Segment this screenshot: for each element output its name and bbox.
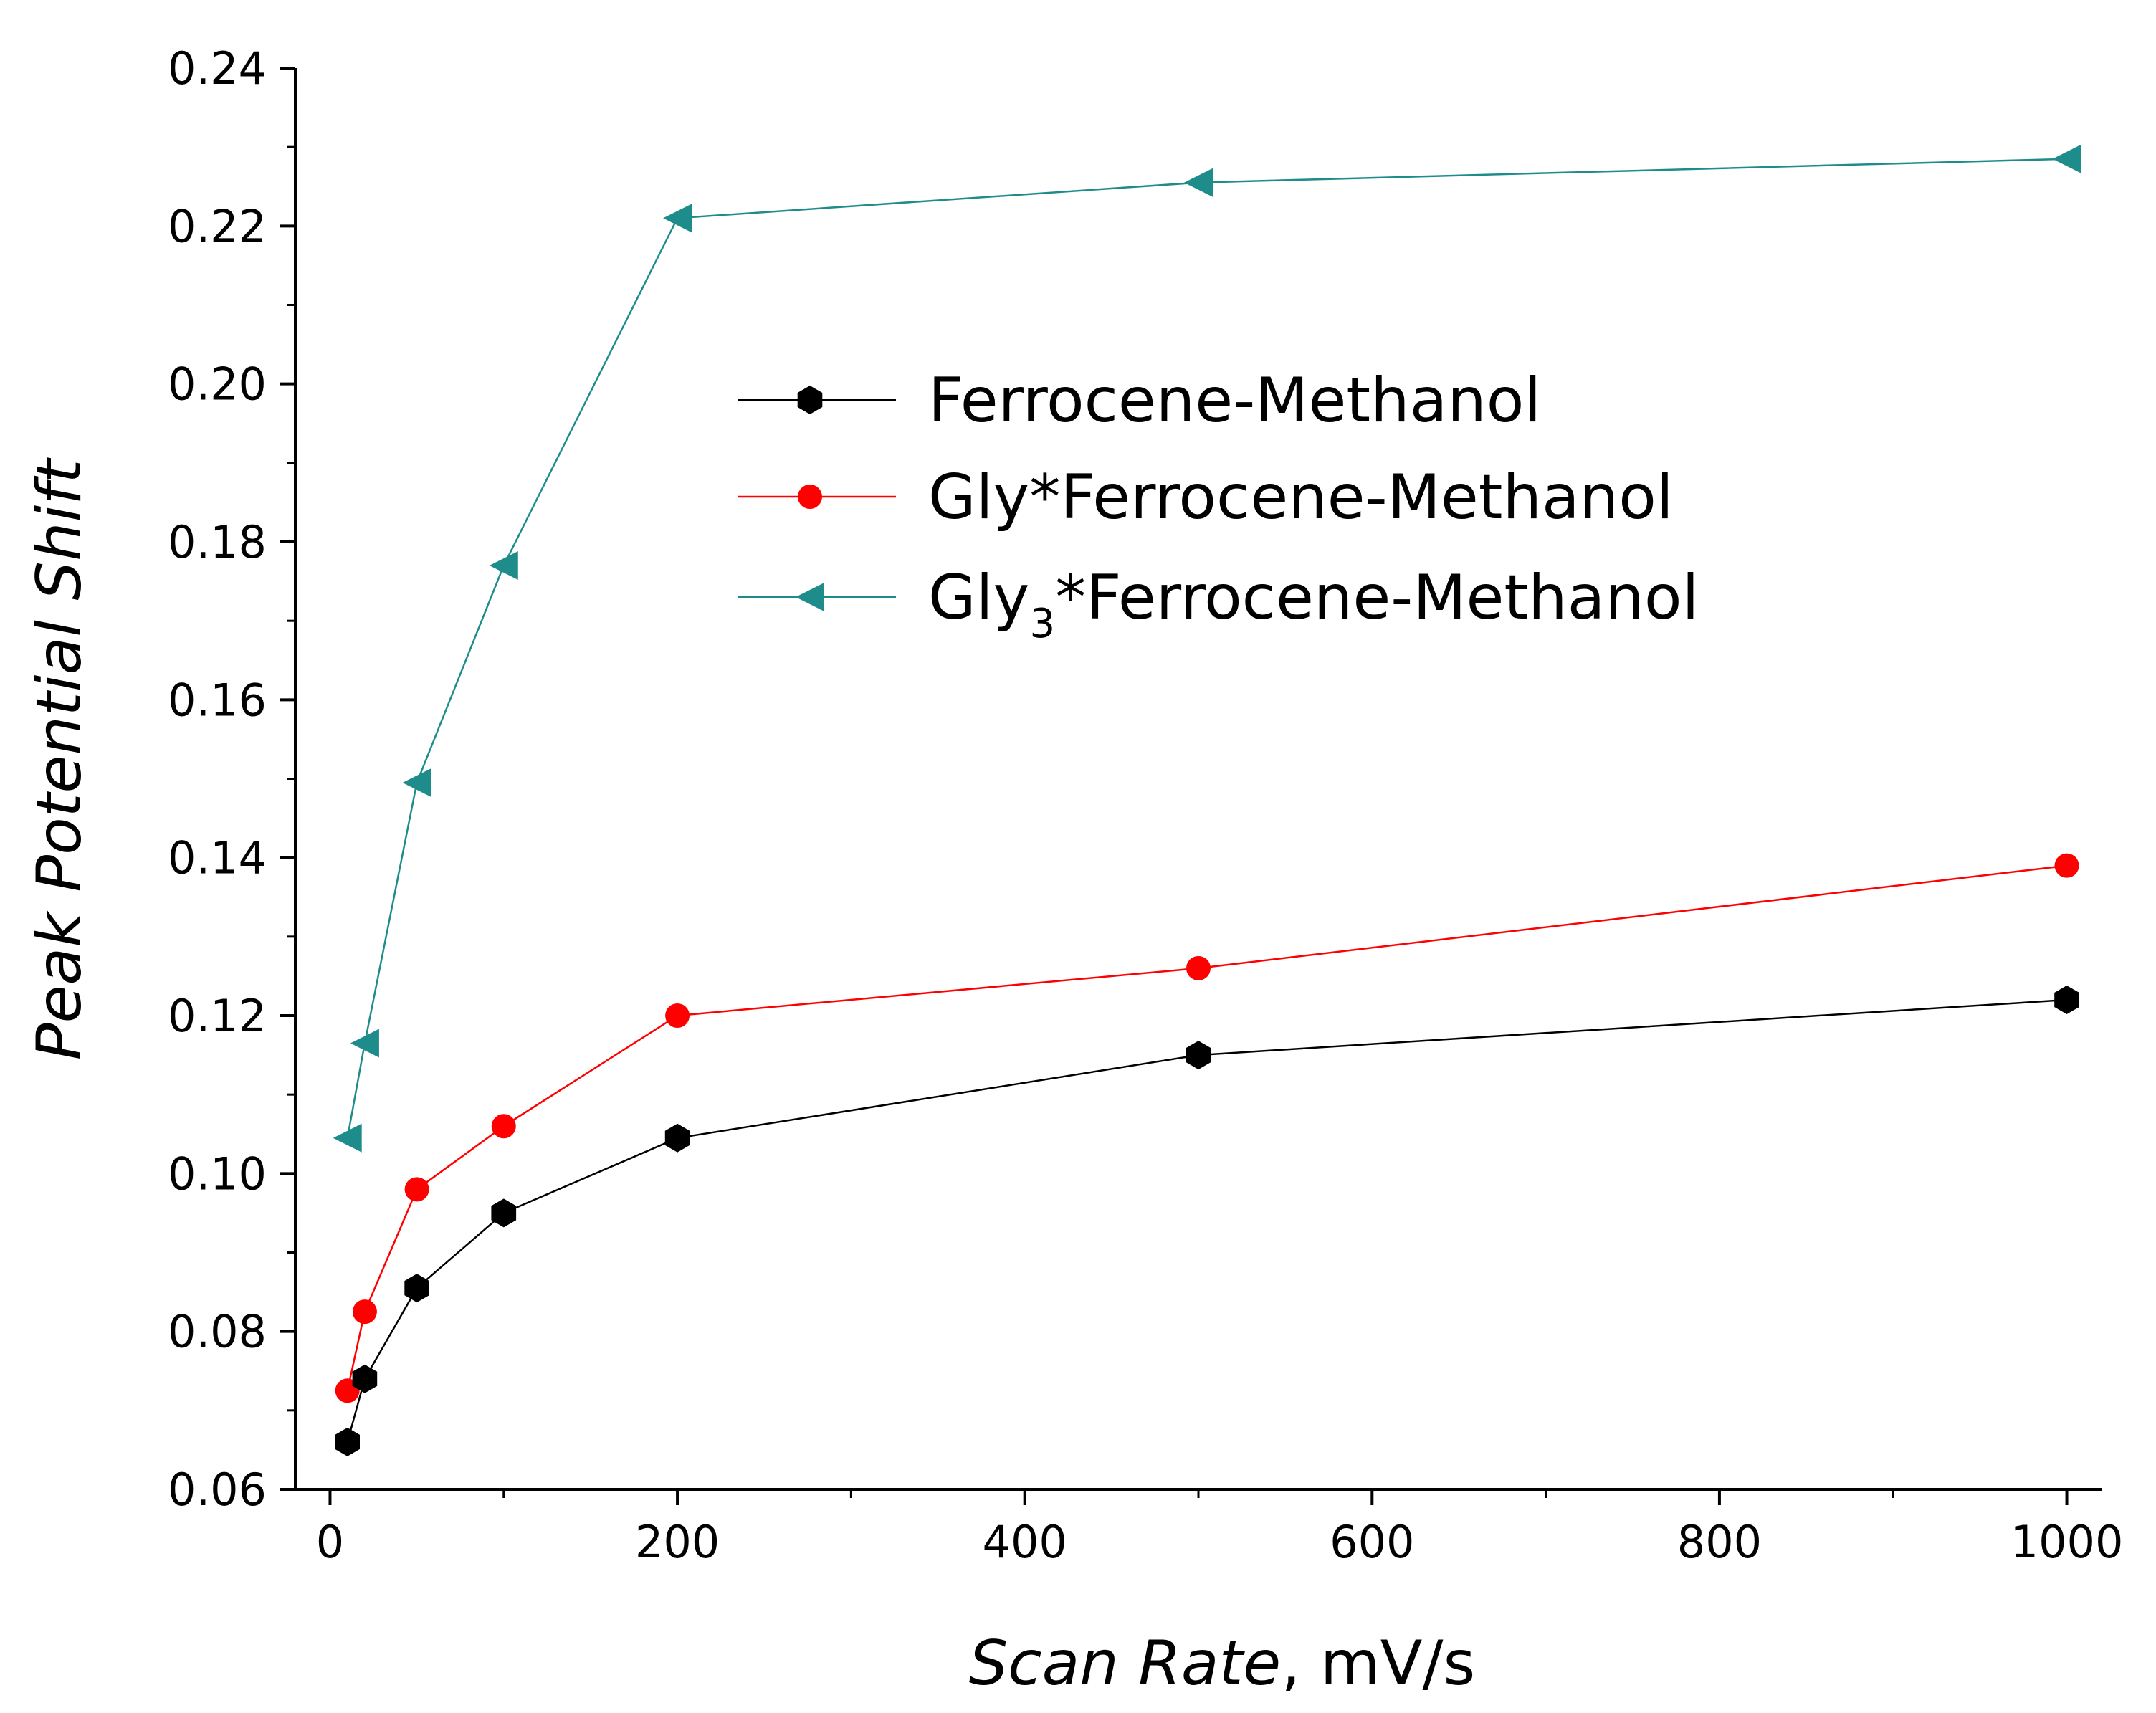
series-layer xyxy=(333,144,2081,1456)
y-tick-label: 0.16 xyxy=(168,674,267,726)
series-2 xyxy=(333,144,2081,1153)
legend-marker-shape xyxy=(797,386,823,414)
legend-label-gly: Gly*Ferrocene-Methanol xyxy=(928,462,1674,533)
data-point xyxy=(1186,1041,1211,1070)
y-tick-label: 0.12 xyxy=(168,990,267,1042)
data-point xyxy=(1184,168,1213,197)
legend-label-gly3: Gly3*Ferrocene-Methanol xyxy=(928,562,1699,647)
data-point xyxy=(404,1177,429,1202)
data-point xyxy=(2054,986,2079,1014)
legend-marker-gly3 xyxy=(796,583,824,611)
data-point xyxy=(402,768,431,798)
y-tick-label: 0.22 xyxy=(168,200,267,252)
x-tick-label: 400 xyxy=(983,1516,1067,1568)
legend-marker-shape xyxy=(798,485,822,509)
data-point xyxy=(665,1003,690,1028)
legend-marker-gly xyxy=(798,485,822,509)
x-tick-label: 200 xyxy=(635,1516,720,1568)
legend-label-ferrocene: Ferrocene-Methanol xyxy=(928,365,1541,436)
data-point xyxy=(491,1114,516,1139)
x-axis-title-italic: Scan Rate xyxy=(969,1628,1282,1699)
x-axis-title: Scan Rate, mV/s xyxy=(969,1628,1476,1699)
x-tick-label: 800 xyxy=(1677,1516,1762,1568)
data-point xyxy=(404,1274,429,1303)
legend-marker-ferrocene xyxy=(797,386,823,414)
y-tick-label: 0.24 xyxy=(168,42,267,95)
x-tick-label: 0 xyxy=(316,1516,344,1568)
x-tick-label: 600 xyxy=(1330,1516,1414,1568)
data-point xyxy=(352,1364,378,1393)
y-tick-label: 0.10 xyxy=(168,1147,267,1200)
data-point xyxy=(1186,955,1211,980)
data-point xyxy=(2054,853,2079,878)
plot-frame xyxy=(294,68,2102,1491)
y-tick-label: 0.08 xyxy=(168,1306,267,1358)
data-point xyxy=(352,1299,377,1325)
data-point xyxy=(335,1427,360,1456)
y-tick-label: 0.18 xyxy=(168,516,267,568)
series-1 xyxy=(335,853,2079,1403)
series-line xyxy=(346,998,2067,1443)
series-line xyxy=(346,864,2067,1391)
y-tick-label: 0.20 xyxy=(168,358,267,411)
y-tick-label: 0.14 xyxy=(168,832,267,884)
legend: Ferrocene-Methanol Gly*Ferrocene-Methano… xyxy=(738,365,1699,647)
data-point xyxy=(491,1198,517,1228)
series-0 xyxy=(335,986,2079,1456)
legend-entry: Gly*Ferrocene-Methanol xyxy=(738,462,1674,533)
y-axis-title: Peak Potential Shift xyxy=(24,457,95,1060)
x-axis-title-unit: , mV/s xyxy=(1281,1628,1475,1699)
legend-entry: Ferrocene-Methanol xyxy=(738,365,1541,436)
legend-entry: Gly3*Ferrocene-Methanol xyxy=(738,562,1699,647)
data-point xyxy=(489,551,518,581)
y-tick-label: 0.06 xyxy=(168,1464,267,1516)
data-point xyxy=(350,1029,379,1058)
legend-marker-shape xyxy=(796,583,824,611)
data-point xyxy=(2052,144,2081,173)
x-axis: 0 200 400 600 800 1000 xyxy=(316,1489,2124,1568)
data-point xyxy=(664,1123,690,1153)
series-line xyxy=(346,158,2067,1139)
data-point xyxy=(333,1123,362,1153)
y-axis: 0.06 0.08 0.10 0.12 0.14 0.16 0.18 0.20 0.22 0.24 xyxy=(168,42,295,1516)
data-point xyxy=(663,204,692,233)
x-tick-label: 1000 xyxy=(2010,1516,2124,1568)
